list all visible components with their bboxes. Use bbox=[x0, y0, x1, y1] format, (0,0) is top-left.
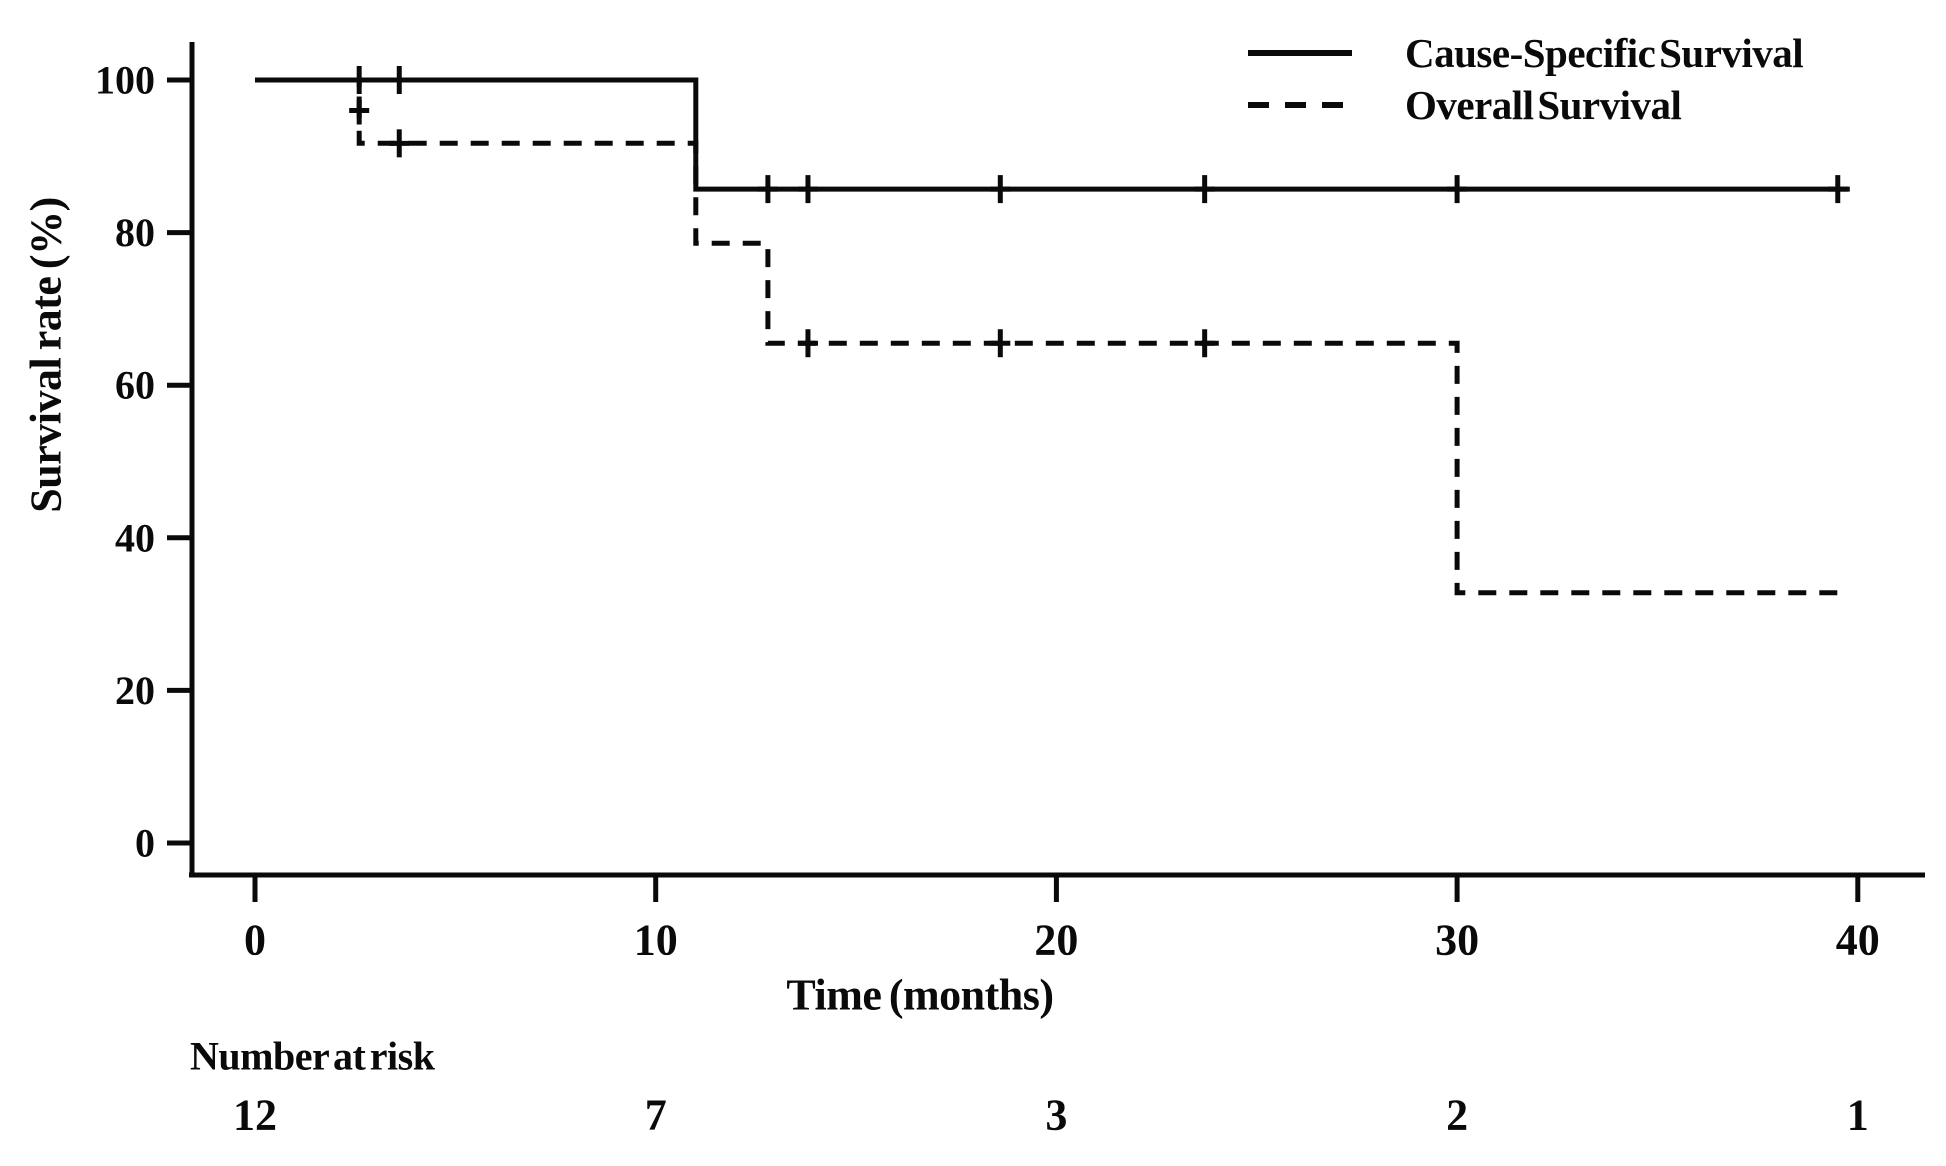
legend-entry-cause-specific: Cause-Specific Survival bbox=[1248, 30, 1804, 76]
y-tick-label: 40 bbox=[115, 515, 155, 560]
censor-mark-cause-specific-survival bbox=[1827, 175, 1848, 204]
risk-value: 3 bbox=[1045, 1091, 1067, 1140]
y-axis-title: Survival rate (%) bbox=[22, 197, 71, 512]
legend-entry-overall: Overall Survival bbox=[1248, 82, 1682, 128]
series-line-cause-specific-survival bbox=[255, 77, 1850, 192]
risk-table-title: Number at risk bbox=[190, 1034, 436, 1079]
censor-mark-overall-survival bbox=[389, 129, 410, 158]
legend: Cause-Specific Survival Overall Survival bbox=[1248, 30, 1804, 128]
y-tick-label: 20 bbox=[115, 668, 155, 713]
censor-mark-overall-survival bbox=[990, 329, 1011, 358]
risk-value: 2 bbox=[1446, 1091, 1468, 1140]
x-tick-label: 40 bbox=[1836, 916, 1880, 965]
x-tick-label: 30 bbox=[1435, 916, 1479, 965]
y-axis-ticks: 100 80 60 40 20 0 bbox=[95, 58, 190, 866]
legend-label-overall: Overall Survival bbox=[1405, 82, 1682, 128]
y-tick-label: 80 bbox=[115, 210, 155, 255]
x-axis-title: Time (months) bbox=[786, 971, 1053, 1020]
x-axis-ticks: 0 10 20 30 40 bbox=[244, 877, 1880, 965]
censor-mark-cause-specific-survival bbox=[757, 175, 778, 204]
censor-mark-cause-specific-survival bbox=[1194, 175, 1215, 204]
censor-mark-cause-specific-survival bbox=[1447, 175, 1468, 204]
censor-mark-overall-survival bbox=[797, 329, 818, 358]
y-tick-label: 100 bbox=[95, 58, 155, 103]
censor-mark-overall-survival bbox=[349, 96, 370, 125]
series-line-overall-survival bbox=[255, 77, 1850, 596]
censor-mark-cause-specific-survival bbox=[389, 66, 410, 94]
x-tick-label: 10 bbox=[634, 916, 678, 965]
legend-label-cause-specific: Cause-Specific Survival bbox=[1405, 30, 1803, 76]
x-tick-label: 20 bbox=[1034, 916, 1078, 965]
censor-mark-cause-specific-survival bbox=[990, 175, 1011, 204]
x-tick-label: 0 bbox=[244, 916, 266, 965]
censor-mark-overall-survival bbox=[1194, 329, 1215, 358]
series-layer bbox=[255, 66, 1850, 596]
y-tick-label: 60 bbox=[115, 363, 155, 408]
risk-table-values: 12 7 3 2 1 bbox=[233, 1091, 1869, 1140]
axes bbox=[189, 42, 1925, 878]
risk-value: 1 bbox=[1847, 1091, 1869, 1140]
risk-value: 7 bbox=[645, 1091, 667, 1140]
risk-value: 12 bbox=[233, 1091, 277, 1140]
censor-mark-cause-specific-survival bbox=[797, 175, 818, 204]
y-tick-label: 0 bbox=[135, 821, 155, 866]
